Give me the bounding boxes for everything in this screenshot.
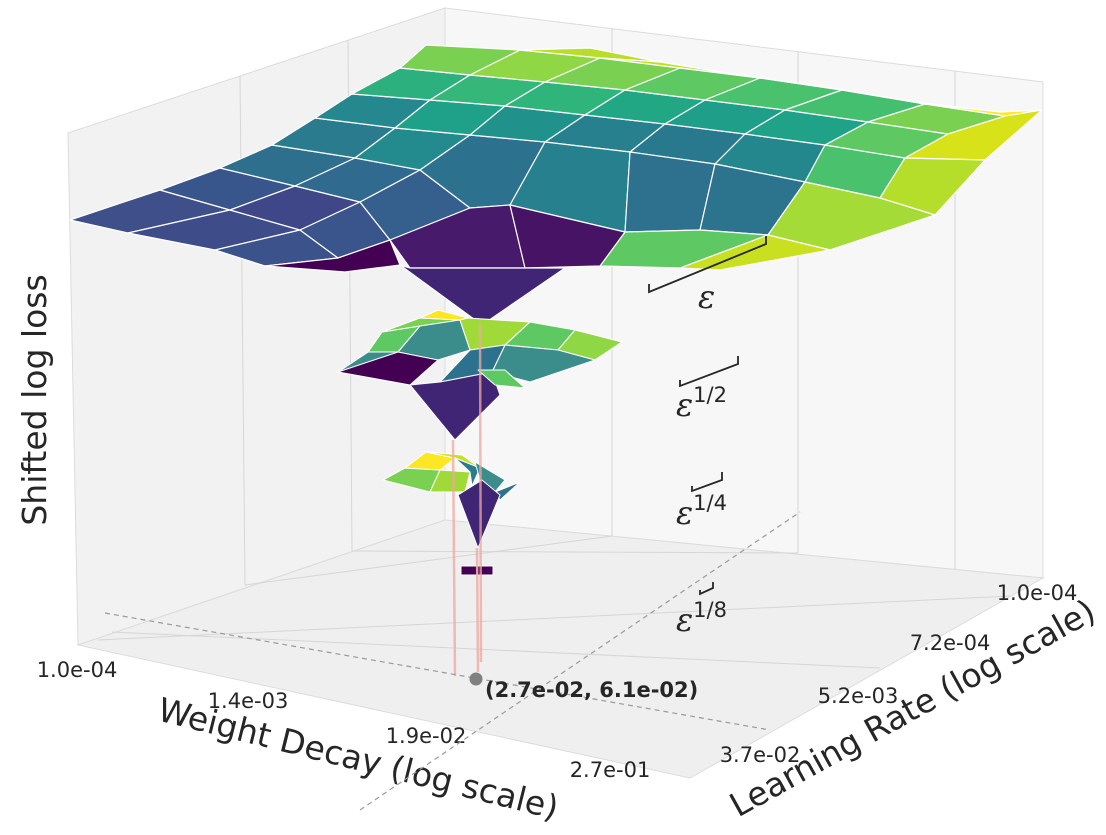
surface-level-3 <box>382 451 521 549</box>
level-base: ε <box>676 386 693 424</box>
optimum-guides <box>104 511 801 811</box>
level-base: ε <box>676 601 693 639</box>
level-label: ε1/2 <box>676 383 727 424</box>
surface-pit-cone <box>399 264 566 326</box>
surface-patch <box>624 151 716 233</box>
optimum-label: (2.7e-02, 6.1e-02) <box>485 678 698 702</box>
x-tick-labels: 1.0e-04 1.4e-03 1.9e-02 2.7e-01 <box>37 658 651 782</box>
surface-pit-left <box>264 239 401 273</box>
y-tick-label: 7.2e-04 <box>910 631 991 655</box>
guide-line-learning-rate <box>359 511 801 811</box>
surface-pit-cone <box>457 479 501 549</box>
z-axis-label: Shifted log loss <box>15 274 54 525</box>
grid-floor-x-1 <box>244 535 613 586</box>
grid-floor-y-2 <box>97 595 1011 641</box>
y-tick-label: 5.2e-03 <box>818 684 899 708</box>
surface-level-2 <box>337 309 623 441</box>
surface-patch <box>904 109 1043 161</box>
y-tick-label: 1.0e-04 <box>997 581 1078 605</box>
projection-line <box>475 547 480 673</box>
gridlines <box>97 28 1011 669</box>
epsilon-annotations <box>648 236 767 596</box>
level-bracket <box>679 356 739 388</box>
x-tick-label: 2.7e-01 <box>570 758 651 782</box>
level-bracket <box>691 472 723 493</box>
level-exp: 1/2 <box>693 383 727 407</box>
x-tick-label: 1.9e-02 <box>386 724 467 748</box>
level-bracket <box>648 236 767 294</box>
surface-pit <box>509 204 626 269</box>
level-exp: 1/8 <box>693 598 727 622</box>
guide-line-weight-decay <box>104 612 771 731</box>
x-tick-label: 1.4e-03 <box>208 689 289 713</box>
level-label: ε1/8 <box>676 598 727 639</box>
grid-floor-y-1 <box>111 631 881 669</box>
surface-patch <box>679 234 831 271</box>
floor-pane <box>76 519 1045 779</box>
surface-level-1 <box>69 44 1043 326</box>
level-label: ε1/4 <box>676 491 727 532</box>
projection-line <box>451 439 457 677</box>
y-tick-label: 3.7e-02 <box>720 743 801 767</box>
optimum-point <box>469 672 483 686</box>
optimum-projection-lines <box>451 324 483 677</box>
grid-floor-x-2 <box>351 550 799 554</box>
level-label: ε <box>698 278 715 316</box>
projection-line <box>478 324 483 663</box>
level-base: ε <box>676 494 693 532</box>
x-tick-label: 1.0e-04 <box>37 658 118 682</box>
surface-patch <box>477 369 526 389</box>
level-base: ε <box>698 278 715 316</box>
surface-pit-left <box>337 351 439 386</box>
y-tick-labels: 1.0e-04 7.2e-04 5.2e-03 3.7e-02 <box>720 581 1078 767</box>
level-bracket <box>699 582 714 596</box>
level-exp: 1/4 <box>693 491 727 515</box>
